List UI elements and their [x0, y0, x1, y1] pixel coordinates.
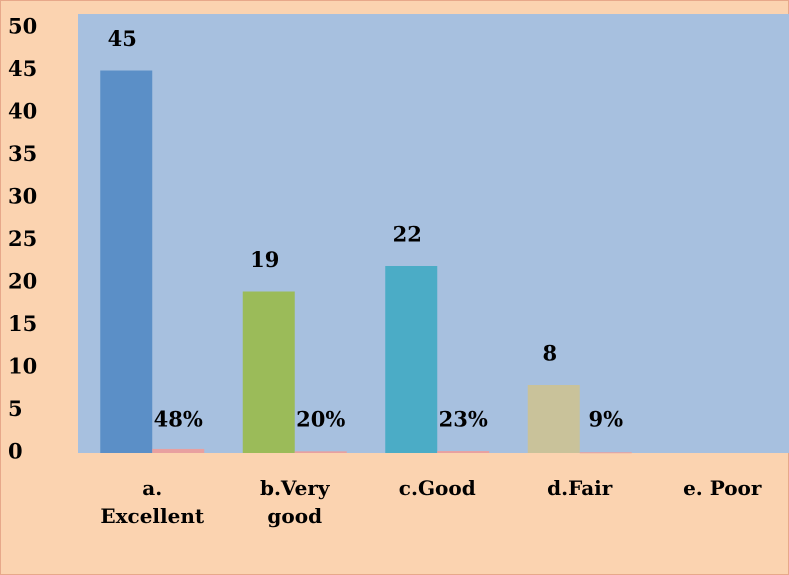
- x-tick-label: d.Fair: [547, 476, 613, 500]
- y-tick-label: 45: [8, 56, 37, 81]
- bar: [152, 448, 205, 453]
- data-label: 23%: [439, 407, 488, 432]
- data-label: 20%: [296, 407, 345, 432]
- bar: [100, 70, 153, 453]
- data-label: 48%: [154, 407, 203, 432]
- y-tick-label: 20: [8, 269, 37, 294]
- x-tick-label: b.Very good: [259, 476, 330, 528]
- y-tick-label: 5: [8, 396, 23, 421]
- data-label: 8: [542, 341, 557, 366]
- bar: [437, 451, 490, 453]
- y-tick-label: 10: [8, 354, 37, 379]
- y-tick-label: 40: [8, 99, 37, 124]
- y-tick-label: 0: [8, 439, 23, 464]
- data-label: 9%: [588, 407, 623, 432]
- y-tick-label: 15: [8, 311, 37, 336]
- data-label: 19: [250, 247, 279, 272]
- data-label: 22: [393, 222, 422, 247]
- y-tick-label: 25: [8, 226, 37, 251]
- x-tick-label: c.Good: [398, 476, 476, 500]
- x-tick-label: a. Excellent: [100, 476, 205, 528]
- bar: [242, 291, 295, 453]
- bar: [294, 451, 347, 453]
- y-tick-label: 35: [8, 141, 37, 166]
- data-label: 45: [108, 26, 137, 51]
- y-tick-label: 50: [8, 14, 37, 39]
- y-tick-label: 30: [8, 184, 37, 209]
- bar: [579, 452, 632, 454]
- bar: [385, 266, 438, 453]
- bar: [527, 385, 580, 453]
- x-tick-label: e. Poor: [683, 476, 762, 500]
